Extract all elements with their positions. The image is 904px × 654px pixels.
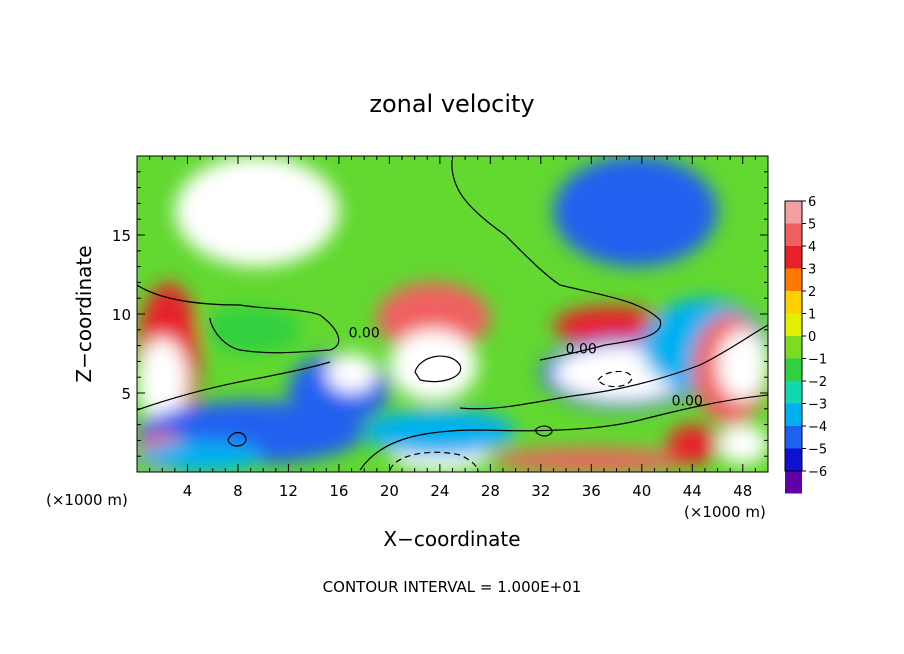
x-tick-label: 24 [430,482,449,500]
field-region-3 [200,306,302,354]
colorbar-label: −5 [808,443,827,458]
y-tick-label: 10 [112,306,131,324]
x-axis-units-right: (×1000 m) [684,503,766,521]
x-tick-label: 32 [531,482,550,500]
colorbar: 6 5 4 3 2 1 0 −1 −2 −3 −4 −5 −6 [784,195,827,494]
colorbar-swatch [785,336,802,359]
field-region-21 [717,424,768,465]
x-axis-units-left: (×1000 m) [46,491,128,509]
x-tick-label: 4 [183,482,193,500]
x-tick-label: 28 [481,482,500,500]
contour-label: 0.00 [349,326,380,342]
colorbar-swatch [785,201,802,224]
contour-closed-center [414,355,462,383]
colorbar-label: −4 [808,420,827,435]
colorbar-swatch [785,291,802,314]
colorbar-label: 5 [808,218,816,233]
colorbar-label: −1 [808,353,827,368]
field-region-7 [326,353,377,393]
x-tick-label: 20 [380,482,399,500]
colorbar-swatch [785,381,802,404]
zero-contour-left [137,284,340,354]
plot-area [137,156,768,472]
zero-contour-lower [137,324,768,411]
field-region-4 [376,282,491,354]
x-tick-label: 44 [683,482,702,500]
colorbar-label: 0 [808,330,816,345]
zero-contour-upper [451,159,662,361]
contour-interval-label: CONTOUR INTERVAL = 1.000E+01 [323,578,582,596]
contour-closed-right [597,370,633,388]
contour-label: 0.00 [566,342,597,358]
x-tick-label: 8 [233,482,243,500]
y-tick-label: 5 [121,385,131,403]
x-axis-ticks: 4 8 12 16 20 24 28 32 36 40 44 48 [149,156,756,500]
x-tick-label: 40 [632,482,651,500]
colorbar-label: −2 [808,375,827,390]
contour-island-1 [227,431,247,447]
velocity-field [137,156,768,472]
field-region-0 [174,156,339,267]
colorbar-label: −6 [808,465,827,480]
field-region-12 [553,156,718,267]
colorbar-swatch [785,358,802,381]
chart-title: zonal velocity [369,90,534,118]
colorbar-swatch [785,471,802,494]
colorbar-swatch [785,246,802,269]
x-tick-label: 12 [279,482,298,500]
colorbar-swatch [785,268,802,291]
y-axis-ticks: 5 10 15 [112,171,768,457]
colorbar-swatch [785,313,802,336]
zero-contour-bottom [359,394,768,471]
field-region-20 [667,424,718,465]
field-region-5 [389,329,478,401]
contour-closed-bottom [389,451,479,472]
field-region-22 [137,440,264,472]
colorbar-label: −3 [808,398,827,413]
colorbar-swatch [785,223,802,246]
colorbar-label: 3 [808,263,816,278]
y-tick-label: 15 [112,227,131,245]
colorbar-swatch [785,426,802,449]
colorbar-swatch [785,403,802,426]
x-axis-label: X−coordinate [383,527,520,551]
y-axis-label: Z−coordinate [72,245,96,382]
field-region-9 [553,306,668,346]
colorbar-swatch [785,448,802,471]
colorbar-label: 1 [808,308,816,323]
x-tick-label: 36 [582,482,601,500]
zero-contour-lines [137,159,768,472]
x-tick-label: 16 [329,482,348,500]
contour-island-2 [534,425,553,437]
field-region-2 [137,337,188,425]
contour-labels: 0.00 0.00 0.00 [349,326,703,410]
contour-label: 0.00 [672,394,703,410]
colorbar-label: 4 [808,240,816,255]
colorbar-label: 2 [808,285,816,300]
colorbar-label: 6 [808,195,816,210]
x-tick-label: 48 [733,482,752,500]
